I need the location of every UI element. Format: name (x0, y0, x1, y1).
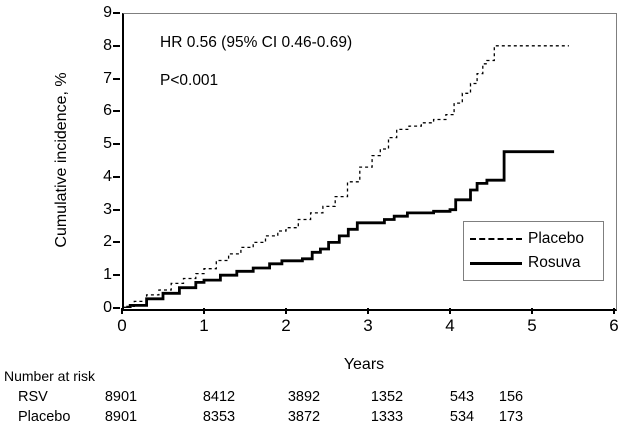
y-tick-mark (113, 307, 120, 309)
y-tick-mark (113, 175, 120, 178)
risk-value: 8412 (202, 389, 236, 405)
placebo-curve (122, 45, 569, 308)
dashed-line-icon (470, 238, 522, 240)
x-axis-title: Years (343, 356, 385, 373)
y-tick-label: 3 (103, 200, 112, 218)
y-tick-label: 0 (103, 299, 112, 316)
y-tick-label: 8 (103, 36, 112, 54)
risk-value: 8353 (202, 409, 236, 425)
x-tick-mark (367, 308, 369, 314)
y-tick-mark (113, 110, 120, 113)
risk-value: 3892 (287, 389, 321, 405)
risk-value: 534 (449, 409, 475, 425)
plot-area-frame (122, 13, 617, 311)
y-tick-label: 2 (103, 233, 112, 251)
survival-curves-canvas (122, 45, 569, 308)
y-tick-mark (113, 274, 120, 277)
x-tick-mark (531, 308, 533, 314)
x-tick-label: 3 (363, 316, 373, 335)
x-tick-mark (613, 308, 615, 314)
risk-value: 8901 (104, 389, 138, 405)
risk-value: 3872 (287, 409, 321, 425)
legend: Placebo Rosuva (463, 221, 604, 281)
legend-item-placebo: Placebo (470, 230, 597, 248)
y-tick-mark (113, 77, 120, 80)
risk-value: 156 (498, 389, 524, 405)
legend-item-rosuva: Rosuva (470, 254, 597, 272)
number-at-risk-title: Number at risk (4, 368, 96, 384)
y-tick-label: 9 (103, 4, 112, 21)
y-tick-label: 1 (103, 266, 112, 284)
risk-value: 1333 (370, 409, 404, 425)
legend-label: Placebo (528, 230, 585, 247)
x-tick-label: 4 (445, 316, 455, 335)
y-tick-mark (113, 208, 120, 211)
x-tick-label: 6 (609, 316, 619, 335)
x-tick-mark (121, 308, 123, 314)
risk-value: 1352 (370, 389, 404, 405)
solid-line-icon (470, 261, 522, 265)
y-tick-mark (113, 44, 120, 47)
x-tick-label: 0 (117, 316, 127, 335)
y-tick-label: 5 (103, 135, 112, 153)
x-tick-label: 1 (199, 316, 209, 335)
p-value-annotation: P<0.001 (160, 72, 219, 89)
risk-value: 543 (449, 389, 475, 405)
x-tick-label: 2 (281, 316, 291, 335)
risk-value: 8901 (104, 409, 138, 425)
legend-label: Rosuva (528, 254, 581, 271)
x-tick-mark (449, 308, 451, 314)
rosuva-curve (122, 150, 555, 308)
risk-row-label: Placebo (18, 409, 71, 425)
x-tick-mark (285, 308, 287, 314)
y-tick-mark (113, 143, 120, 146)
risk-value: 173 (498, 409, 524, 425)
y-tick-label: 6 (103, 102, 112, 120)
x-tick-mark (203, 308, 205, 314)
x-tick-label: 5 (527, 316, 537, 335)
y-axis-title: Cumulative incidence, % (53, 72, 70, 248)
hazard-ratio-annotation: HR 0.56 (95% CI 0.46-0.69) (160, 34, 353, 51)
y-tick-mark (113, 12, 120, 14)
risk-row-label: RSV (18, 389, 48, 405)
y-tick-label: 4 (103, 167, 112, 185)
y-tick-label: 7 (103, 69, 112, 87)
y-tick-mark (113, 241, 120, 244)
